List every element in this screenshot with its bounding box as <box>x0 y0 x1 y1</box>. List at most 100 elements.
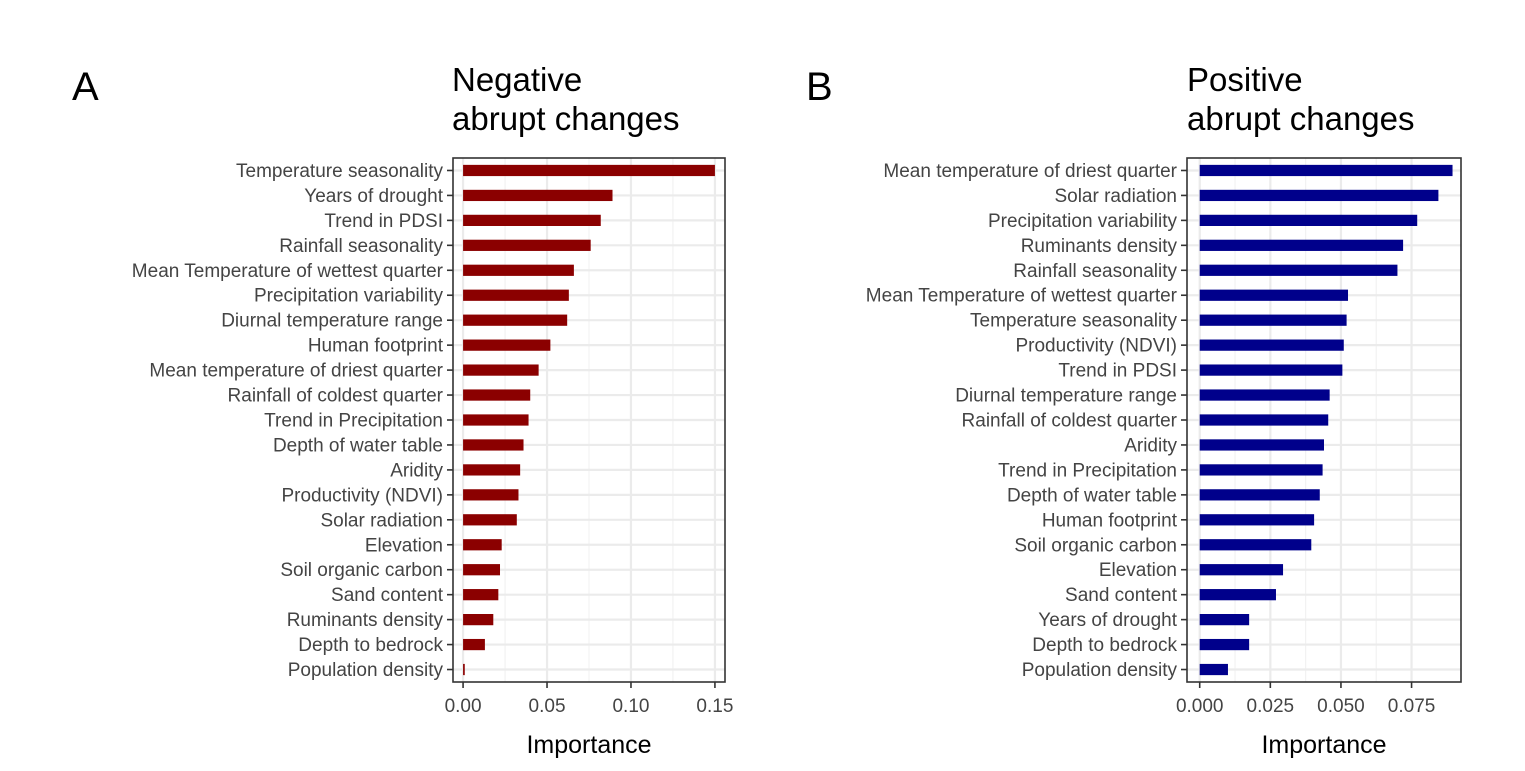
panel-b-category-label: Aridity <box>1124 435 1177 456</box>
panel-a-bar <box>463 314 568 326</box>
panel-a: A Negative abrupt changes Temperature se… <box>72 61 733 759</box>
panel-b-bar <box>1199 264 1398 276</box>
panel-a-category-label: Temperature seasonality <box>236 161 443 182</box>
panel-b-category-label: Human footprint <box>1042 510 1178 531</box>
panel-b-bar <box>1199 239 1404 251</box>
panel-a-x-tick-label: 0.00 <box>445 696 482 717</box>
panel-a-bar <box>463 564 501 576</box>
panel-b-bar <box>1199 164 1453 177</box>
panel-b-x-tick-label: 0.075 <box>1388 696 1436 717</box>
panel-a-bar <box>463 289 569 301</box>
panel-a-category-label: Depth to bedrock <box>298 635 443 656</box>
panel-a-bar <box>463 614 494 626</box>
panel-a-category-label: Aridity <box>390 460 443 481</box>
panel-b-bar <box>1199 389 1330 401</box>
panel-b-bar <box>1199 564 1284 576</box>
panel-b-plot-area: Mean temperature of driest quarter Solar … <box>866 157 1462 717</box>
panel-b-bar <box>1199 214 1418 226</box>
panel-b-category-label: Rainfall of coldest quarter <box>962 411 1178 432</box>
panel-a-x-tick-label: 0.05 <box>529 696 566 717</box>
panel-a-bar <box>463 389 531 401</box>
panel-b-bar <box>1199 589 1276 601</box>
panel-a-bar <box>463 339 551 351</box>
panel-a-category-label: Diurnal temperature range <box>221 311 443 332</box>
panel-a-category-label: Soil organic carbon <box>280 560 443 581</box>
panel-b-letter: B <box>806 65 833 109</box>
panel-b-x-axis-title: Importance <box>1261 731 1386 759</box>
panel-b-title-line-2: abrupt changes <box>1187 100 1415 137</box>
panel-b-category-label: Population density <box>1022 660 1178 681</box>
panel-b-bar <box>1199 189 1439 202</box>
panel-a-category-label: Years of drought <box>304 186 443 207</box>
panel-a-bar <box>463 489 519 501</box>
panel-b-bar <box>1199 514 1315 526</box>
panel-b-category-label: Depth to bedrock <box>1032 635 1177 656</box>
panel-a-category-label: Solar radiation <box>320 510 443 531</box>
panel-b-category-label: Mean Temperature of wettest quarter <box>866 286 1178 307</box>
panel-b-bar <box>1199 439 1324 451</box>
panel-b-category-label: Productivity (NDVI) <box>1015 336 1177 357</box>
panel-b-category-label: Elevation <box>1099 560 1177 581</box>
panel-a-bar <box>463 514 517 526</box>
panel-b-category-label: Years of drought <box>1038 610 1177 631</box>
panel-b-bar <box>1199 464 1323 476</box>
panel-b-category-label: Ruminants density <box>1021 236 1178 257</box>
panel-a-bar <box>463 189 613 202</box>
panel-a-plot-area: Temperature seasonality Years of drought T… <box>132 157 733 717</box>
panel-a-bar <box>463 589 499 601</box>
panel-b-title-line-1: Positive <box>1187 61 1303 98</box>
panel-b-category-label: Rainfall seasonality <box>1013 261 1177 282</box>
panel-a-category-label: Depth of water table <box>273 435 443 456</box>
panel-a-category-label: Trend in Precipitation <box>264 411 443 432</box>
panel-a-bar <box>463 638 485 651</box>
panel-a-category-label: Elevation <box>365 535 443 556</box>
panel-b-category-label: Depth of water table <box>1007 485 1177 506</box>
panel-b-category-label: Trend in Precipitation <box>998 460 1177 481</box>
panel-a-bar <box>463 414 529 426</box>
panel-b-bar <box>1199 414 1329 426</box>
panel-b-bar <box>1199 339 1344 351</box>
panel-a-category-label: Trend in PDSI <box>324 211 443 232</box>
panel-b-x-tick-label: 0.025 <box>1247 696 1295 717</box>
panel-b-category-label: Soil organic carbon <box>1014 535 1177 556</box>
panel-a-title-line-2: abrupt changes <box>452 100 680 137</box>
panel-b-category-label: Solar radiation <box>1054 186 1177 207</box>
panel-b-category-label: Sand content <box>1065 585 1178 606</box>
panel-b-x-tick-label: 0.000 <box>1176 696 1224 717</box>
panel-b-bar <box>1199 489 1320 501</box>
panel-a-category-label: Rainfall seasonality <box>279 236 443 257</box>
panel-a-x-tick-label: 0.10 <box>612 696 649 717</box>
panel-b-bar <box>1199 289 1349 301</box>
panel-a-bar <box>463 663 465 676</box>
panel-a-category-label: Population density <box>288 660 444 681</box>
panel-a-bar <box>463 214 601 226</box>
panel-a-title-line-1: Negative <box>452 61 582 98</box>
panel-b-bar <box>1199 663 1228 676</box>
panel-b-bar <box>1199 614 1250 626</box>
panel-a-bar <box>463 439 524 451</box>
panel-a-category-label: Mean temperature of driest quarter <box>149 361 443 382</box>
panel-b-category-label: Trend in PDSI <box>1058 361 1177 382</box>
panel-a-x-axis-title: Importance <box>526 731 651 759</box>
panel-b: B Positive abrupt changes Mean temperatu… <box>806 61 1462 759</box>
panel-a-category-label: Human footprint <box>308 336 444 357</box>
panel-a-bar <box>463 364 539 376</box>
panel-b-bar <box>1199 638 1250 651</box>
panel-a-bar <box>463 464 521 476</box>
panel-a-bar <box>463 164 715 177</box>
panel-a-bar <box>463 239 591 251</box>
panel-a-letter: A <box>72 65 99 109</box>
panel-b-bar <box>1199 364 1343 376</box>
panel-b-category-label: Diurnal temperature range <box>955 386 1177 407</box>
panel-b-category-label: Temperature seasonality <box>970 311 1177 332</box>
panel-a-category-label: Ruminants density <box>287 610 444 631</box>
panel-a-category-label: Productivity (NDVI) <box>281 485 443 506</box>
panel-a-bar <box>463 539 502 551</box>
panel-a-category-label: Rainfall of coldest quarter <box>228 386 444 407</box>
panel-a-category-label: Sand content <box>331 585 444 606</box>
panel-b-x-tick-label: 0.050 <box>1317 696 1365 717</box>
panel-a-bar <box>463 264 574 276</box>
panel-b-category-label: Precipitation variability <box>988 211 1178 232</box>
panel-a-x-tick-label: 0.15 <box>696 696 733 717</box>
